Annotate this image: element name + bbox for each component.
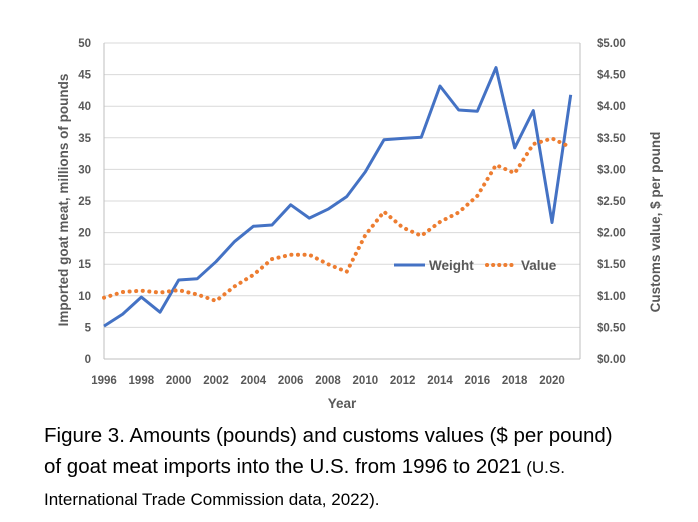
x-axis-title: Year xyxy=(328,396,357,411)
x-axis-tick-labels: 1996 1998 2000 2002 2004 2006 2008 2010 2012 2014… xyxy=(91,375,565,387)
x-tick-label: 2010 xyxy=(353,375,379,387)
left-tick-label: 40 xyxy=(78,101,91,113)
series-line-weight xyxy=(103,66,573,328)
right-tick-label: $4.50 xyxy=(597,70,626,82)
left-axis-title: Imported goat meat, millions of pounds xyxy=(56,74,71,327)
x-tick-label: 2008 xyxy=(315,375,341,387)
right-tick-label: $2.00 xyxy=(597,228,626,240)
right-tick-label: $0.50 xyxy=(597,322,626,334)
x-tick-label: 2020 xyxy=(539,375,565,387)
x-tick-label: 2016 xyxy=(465,375,491,387)
left-tick-label: 25 xyxy=(78,196,91,208)
x-tick-label: 2004 xyxy=(241,375,267,387)
axes xyxy=(103,43,581,360)
x-tick-label: 2012 xyxy=(390,375,416,387)
right-tick-label: $2.50 xyxy=(597,196,626,208)
left-tick-label: 50 xyxy=(78,38,91,50)
left-axis-tick-labels: 0 5 10 15 20 25 30 35 40 45 50 xyxy=(78,38,91,366)
left-tick-label: 20 xyxy=(78,228,91,240)
right-axis-title: Customs value, $ per pound xyxy=(648,132,663,313)
legend-value-label: Value xyxy=(521,258,557,273)
left-tick-label: 45 xyxy=(78,70,91,82)
left-tick-label: 10 xyxy=(78,291,91,303)
x-tick-label: 2000 xyxy=(166,375,192,387)
caption-line-1: Figure 3. Amounts (pounds) and customs v… xyxy=(44,424,613,447)
left-tick-label: 5 xyxy=(85,322,92,334)
left-tick-label: 0 xyxy=(85,354,91,366)
right-tick-label: $3.00 xyxy=(597,164,626,176)
caption-line-2-main: of goat meat imports into the U.S. from … xyxy=(44,455,522,478)
x-tick-label: 2002 xyxy=(203,375,229,387)
figure-caption: Figure 3. Amounts (pounds) and customs v… xyxy=(44,420,694,515)
right-tick-label: $1.00 xyxy=(597,291,626,303)
right-tick-label: $1.50 xyxy=(597,259,626,271)
right-tick-label: $4.00 xyxy=(597,101,626,113)
x-tick-label: 1998 xyxy=(129,375,155,387)
x-tick-label: 2014 xyxy=(427,375,453,387)
legend-weight-label: Weight xyxy=(429,258,474,273)
left-tick-label: 15 xyxy=(78,259,91,271)
x-tick-label: 2018 xyxy=(502,375,528,387)
right-tick-label: $5.00 xyxy=(597,38,626,50)
legend: Weight Value xyxy=(394,258,557,273)
left-tick-label: 35 xyxy=(78,133,91,145)
caption-line-3: International Trade Commission data, 202… xyxy=(44,490,380,509)
caption-line-2-source: (U.S. xyxy=(521,458,565,477)
x-tick-label: 1996 xyxy=(91,375,117,387)
x-tick-label: 2006 xyxy=(278,375,304,387)
right-tick-label: $3.50 xyxy=(597,133,626,145)
series-lines xyxy=(102,66,573,328)
caption-line-2: of goat meat imports into the U.S. from … xyxy=(44,451,694,484)
right-tick-label: $0.00 xyxy=(597,354,626,366)
right-axis-tick-labels: $0.00 $0.50 $1.00 $1.50 $2.00 $2.50 $3.00 $3.50… xyxy=(597,38,626,366)
left-tick-label: 30 xyxy=(78,164,91,176)
series-line-value xyxy=(102,136,573,304)
goat-meat-imports-chart: 0 5 10 15 20 25 30 35 40 45 50 $0.00 $0.50 $1.00 $1.5… xyxy=(56,38,663,411)
